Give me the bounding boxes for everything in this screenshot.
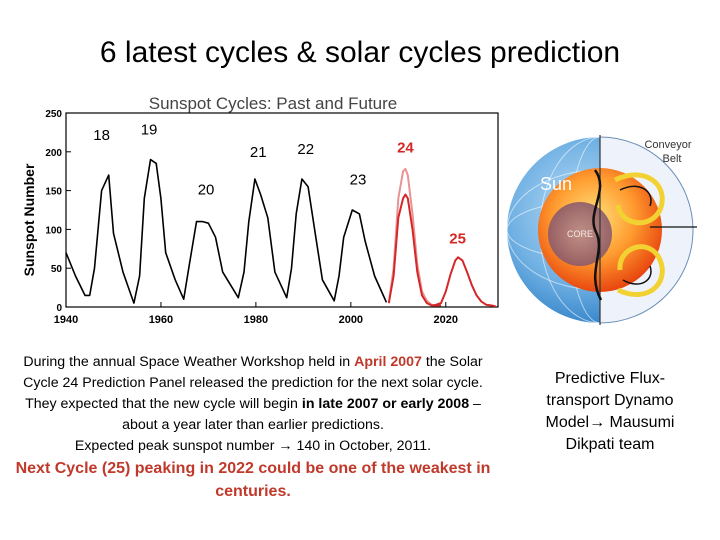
y-tick-label: 100	[45, 225, 62, 236]
caption: During the annual Space Weather Workshop…	[6, 352, 500, 503]
x-tick-label: 1940	[54, 314, 78, 326]
conveyor-belt-south	[616, 244, 665, 298]
sun-core	[548, 202, 612, 266]
flow-arrow-north	[619, 185, 652, 207]
x-tick-label: 1960	[149, 314, 173, 326]
conveyor-belt-label-line1: Conveyor	[644, 139, 691, 151]
sun-dynamo-diagram: Sun CORE Conveyor Belt	[506, 135, 697, 325]
announcement-date: April 2007	[354, 354, 422, 370]
series-line-0	[65, 158, 388, 304]
plot-frame	[65, 112, 499, 308]
slide-title: 6 latest cycles & solar cycles predictio…	[99, 36, 621, 69]
cycle-label-24: 24	[397, 140, 414, 157]
cycle-label-23: 23	[350, 171, 367, 188]
arrow-icon: →	[589, 414, 606, 431]
flow-arrow-south	[622, 265, 652, 285]
cycle-label-25: 25	[449, 230, 466, 247]
cycle-label-19: 19	[141, 122, 158, 139]
series-line-2	[387, 193, 441, 307]
cycle-label-21: 21	[250, 144, 267, 161]
series-layer	[65, 158, 496, 308]
field-line	[592, 169, 603, 301]
y-tick-label: 0	[56, 303, 62, 314]
cycle-start-window: in late 2007 or early 2008	[301, 396, 470, 412]
axis-ticks: 0 50 100 150 200 250 1940 1960 1980 2000 2020	[45, 109, 458, 326]
caption-paragraph-1: During the annual Space Weather Workshop…	[23, 354, 483, 433]
conveyor-belt-north	[613, 172, 665, 226]
chart-title: Sunspot Cycles: Past and Future	[149, 94, 398, 113]
conveyor-belt-label-line2: Belt	[663, 153, 682, 165]
y-axis-label: Sunspot Number	[21, 163, 37, 276]
cycle-label-20: 20	[198, 181, 215, 198]
caption-paragraph-3: Next Cycle (25) peaking in 2022 could be…	[15, 460, 491, 500]
caption-paragraph-2: Expected peak sunspot number → 140 in Oc…	[74, 438, 432, 454]
cycle-labels: 18 19 20 21 22 23 24 25	[93, 122, 466, 248]
series-line-3	[433, 256, 496, 308]
cycle-label-22: 22	[297, 141, 314, 158]
y-tick-label: 50	[51, 264, 63, 275]
sunspot-chart: Sunspot Cycles: Past and Future Sunspot …	[21, 94, 499, 326]
x-tick-label: 2000	[339, 314, 363, 326]
x-tick-label: 1980	[244, 314, 268, 326]
sun-label: Sun	[540, 174, 572, 194]
core-label: CORE	[567, 229, 593, 239]
side-caption: Predictive Flux-transport Dynamo Model→ …	[545, 370, 675, 453]
arrow-icon: →	[278, 438, 293, 454]
x-tick-label: 2020	[434, 314, 458, 326]
cycle-label-18: 18	[93, 127, 110, 144]
y-tick-label: 200	[45, 148, 62, 159]
y-tick-label: 150	[45, 187, 62, 198]
y-tick-label: 250	[45, 109, 62, 120]
